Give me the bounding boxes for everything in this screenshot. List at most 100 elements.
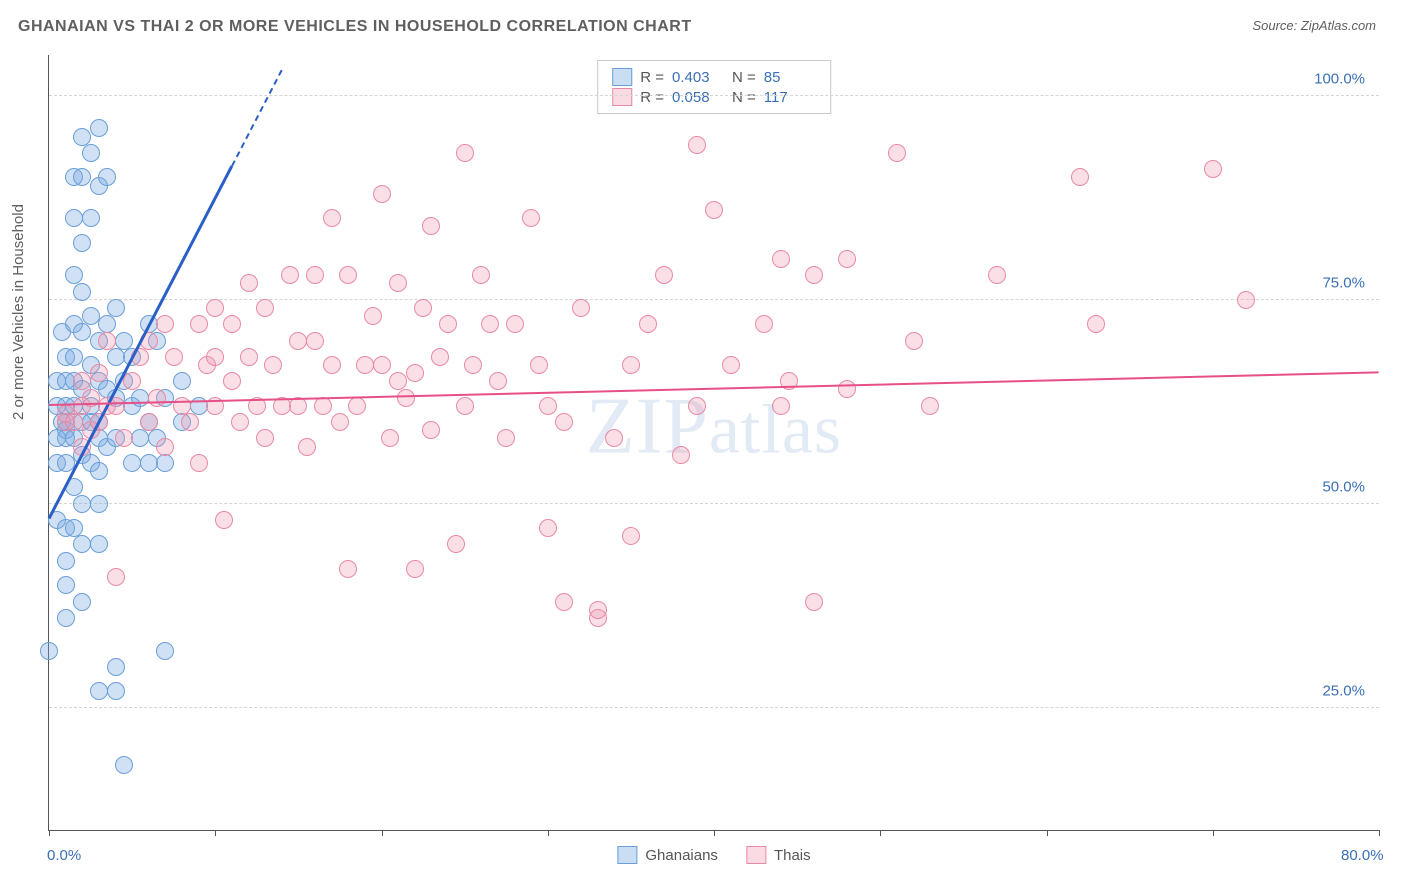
n-label: N = xyxy=(732,69,756,86)
data-point xyxy=(90,462,108,480)
swatch-blue xyxy=(617,846,637,864)
data-point xyxy=(456,397,474,415)
data-point xyxy=(414,299,432,317)
data-point xyxy=(90,119,108,137)
data-point xyxy=(838,250,856,268)
correlation-legend: R = 0.403 N = 85 R = 0.058 N = 117 xyxy=(597,60,831,114)
data-point xyxy=(622,527,640,545)
data-point xyxy=(306,266,324,284)
x-tick xyxy=(714,830,715,836)
data-point xyxy=(339,560,357,578)
data-point xyxy=(240,274,258,292)
data-point xyxy=(306,332,324,350)
data-point xyxy=(57,576,75,594)
data-point xyxy=(331,413,349,431)
data-point xyxy=(323,356,341,374)
data-point xyxy=(1204,160,1222,178)
data-point xyxy=(555,593,573,611)
data-point xyxy=(888,144,906,162)
data-point xyxy=(921,397,939,415)
data-point xyxy=(622,356,640,374)
data-point xyxy=(73,234,91,252)
data-point xyxy=(240,348,258,366)
r-label: R = xyxy=(640,89,664,106)
legend-label: Thais xyxy=(774,847,811,864)
data-point xyxy=(289,332,307,350)
data-point xyxy=(115,756,133,774)
data-point xyxy=(705,201,723,219)
x-tick xyxy=(1379,830,1380,836)
data-point xyxy=(539,519,557,537)
data-point xyxy=(140,413,158,431)
data-point xyxy=(256,299,274,317)
data-point xyxy=(281,266,299,284)
data-point xyxy=(672,446,690,464)
data-point xyxy=(373,185,391,203)
data-point xyxy=(65,266,83,284)
data-point xyxy=(323,209,341,227)
data-point xyxy=(339,266,357,284)
data-point xyxy=(688,397,706,415)
data-point xyxy=(73,495,91,513)
data-point xyxy=(231,413,249,431)
data-point xyxy=(639,315,657,333)
x-tick xyxy=(880,830,881,836)
data-point xyxy=(472,266,490,284)
data-point xyxy=(348,397,366,415)
data-point xyxy=(73,168,91,186)
gridline xyxy=(49,707,1379,708)
data-point xyxy=(73,593,91,611)
swatch-blue xyxy=(612,68,632,86)
data-point xyxy=(422,217,440,235)
data-point xyxy=(107,299,125,317)
data-point xyxy=(90,682,108,700)
data-point xyxy=(522,209,540,227)
data-point xyxy=(148,389,166,407)
data-point xyxy=(206,348,224,366)
x-tick xyxy=(382,830,383,836)
data-point xyxy=(298,438,316,456)
y-tick-label: 25.0% xyxy=(1322,682,1365,699)
data-point xyxy=(73,535,91,553)
legend-label: Ghanaians xyxy=(645,847,718,864)
data-point xyxy=(1071,168,1089,186)
data-point xyxy=(140,454,158,472)
data-point xyxy=(264,356,282,374)
n-value-ghanaians: 85 xyxy=(764,69,816,86)
data-point xyxy=(497,429,515,447)
data-point xyxy=(123,454,141,472)
data-point xyxy=(107,682,125,700)
y-tick-label: 100.0% xyxy=(1314,70,1365,87)
x-tick xyxy=(49,830,50,836)
data-point xyxy=(356,356,374,374)
chart-title: GHANAIAN VS THAI 2 OR MORE VEHICLES IN H… xyxy=(18,18,692,36)
data-point xyxy=(838,380,856,398)
data-point xyxy=(82,209,100,227)
gridline xyxy=(49,503,1379,504)
data-point xyxy=(65,209,83,227)
legend-row-thais: R = 0.058 N = 117 xyxy=(612,88,816,106)
data-point xyxy=(73,323,91,341)
data-point xyxy=(506,315,524,333)
data-point xyxy=(539,397,557,415)
data-point xyxy=(447,535,465,553)
legend-row-ghanaians: R = 0.403 N = 85 xyxy=(612,68,816,86)
data-point xyxy=(215,511,233,529)
r-label: R = xyxy=(640,69,664,86)
data-point xyxy=(206,299,224,317)
data-point xyxy=(389,274,407,292)
x-tick xyxy=(1213,830,1214,836)
data-point xyxy=(90,535,108,553)
data-point xyxy=(190,454,208,472)
data-point xyxy=(165,348,183,366)
swatch-pink xyxy=(612,88,632,106)
data-point xyxy=(589,601,607,619)
x-tick xyxy=(1047,830,1048,836)
data-point xyxy=(530,356,548,374)
legend-item-ghanaians: Ghanaians xyxy=(617,846,718,864)
data-point xyxy=(722,356,740,374)
data-point xyxy=(397,389,415,407)
data-point xyxy=(82,307,100,325)
data-point xyxy=(1087,315,1105,333)
data-point xyxy=(431,348,449,366)
